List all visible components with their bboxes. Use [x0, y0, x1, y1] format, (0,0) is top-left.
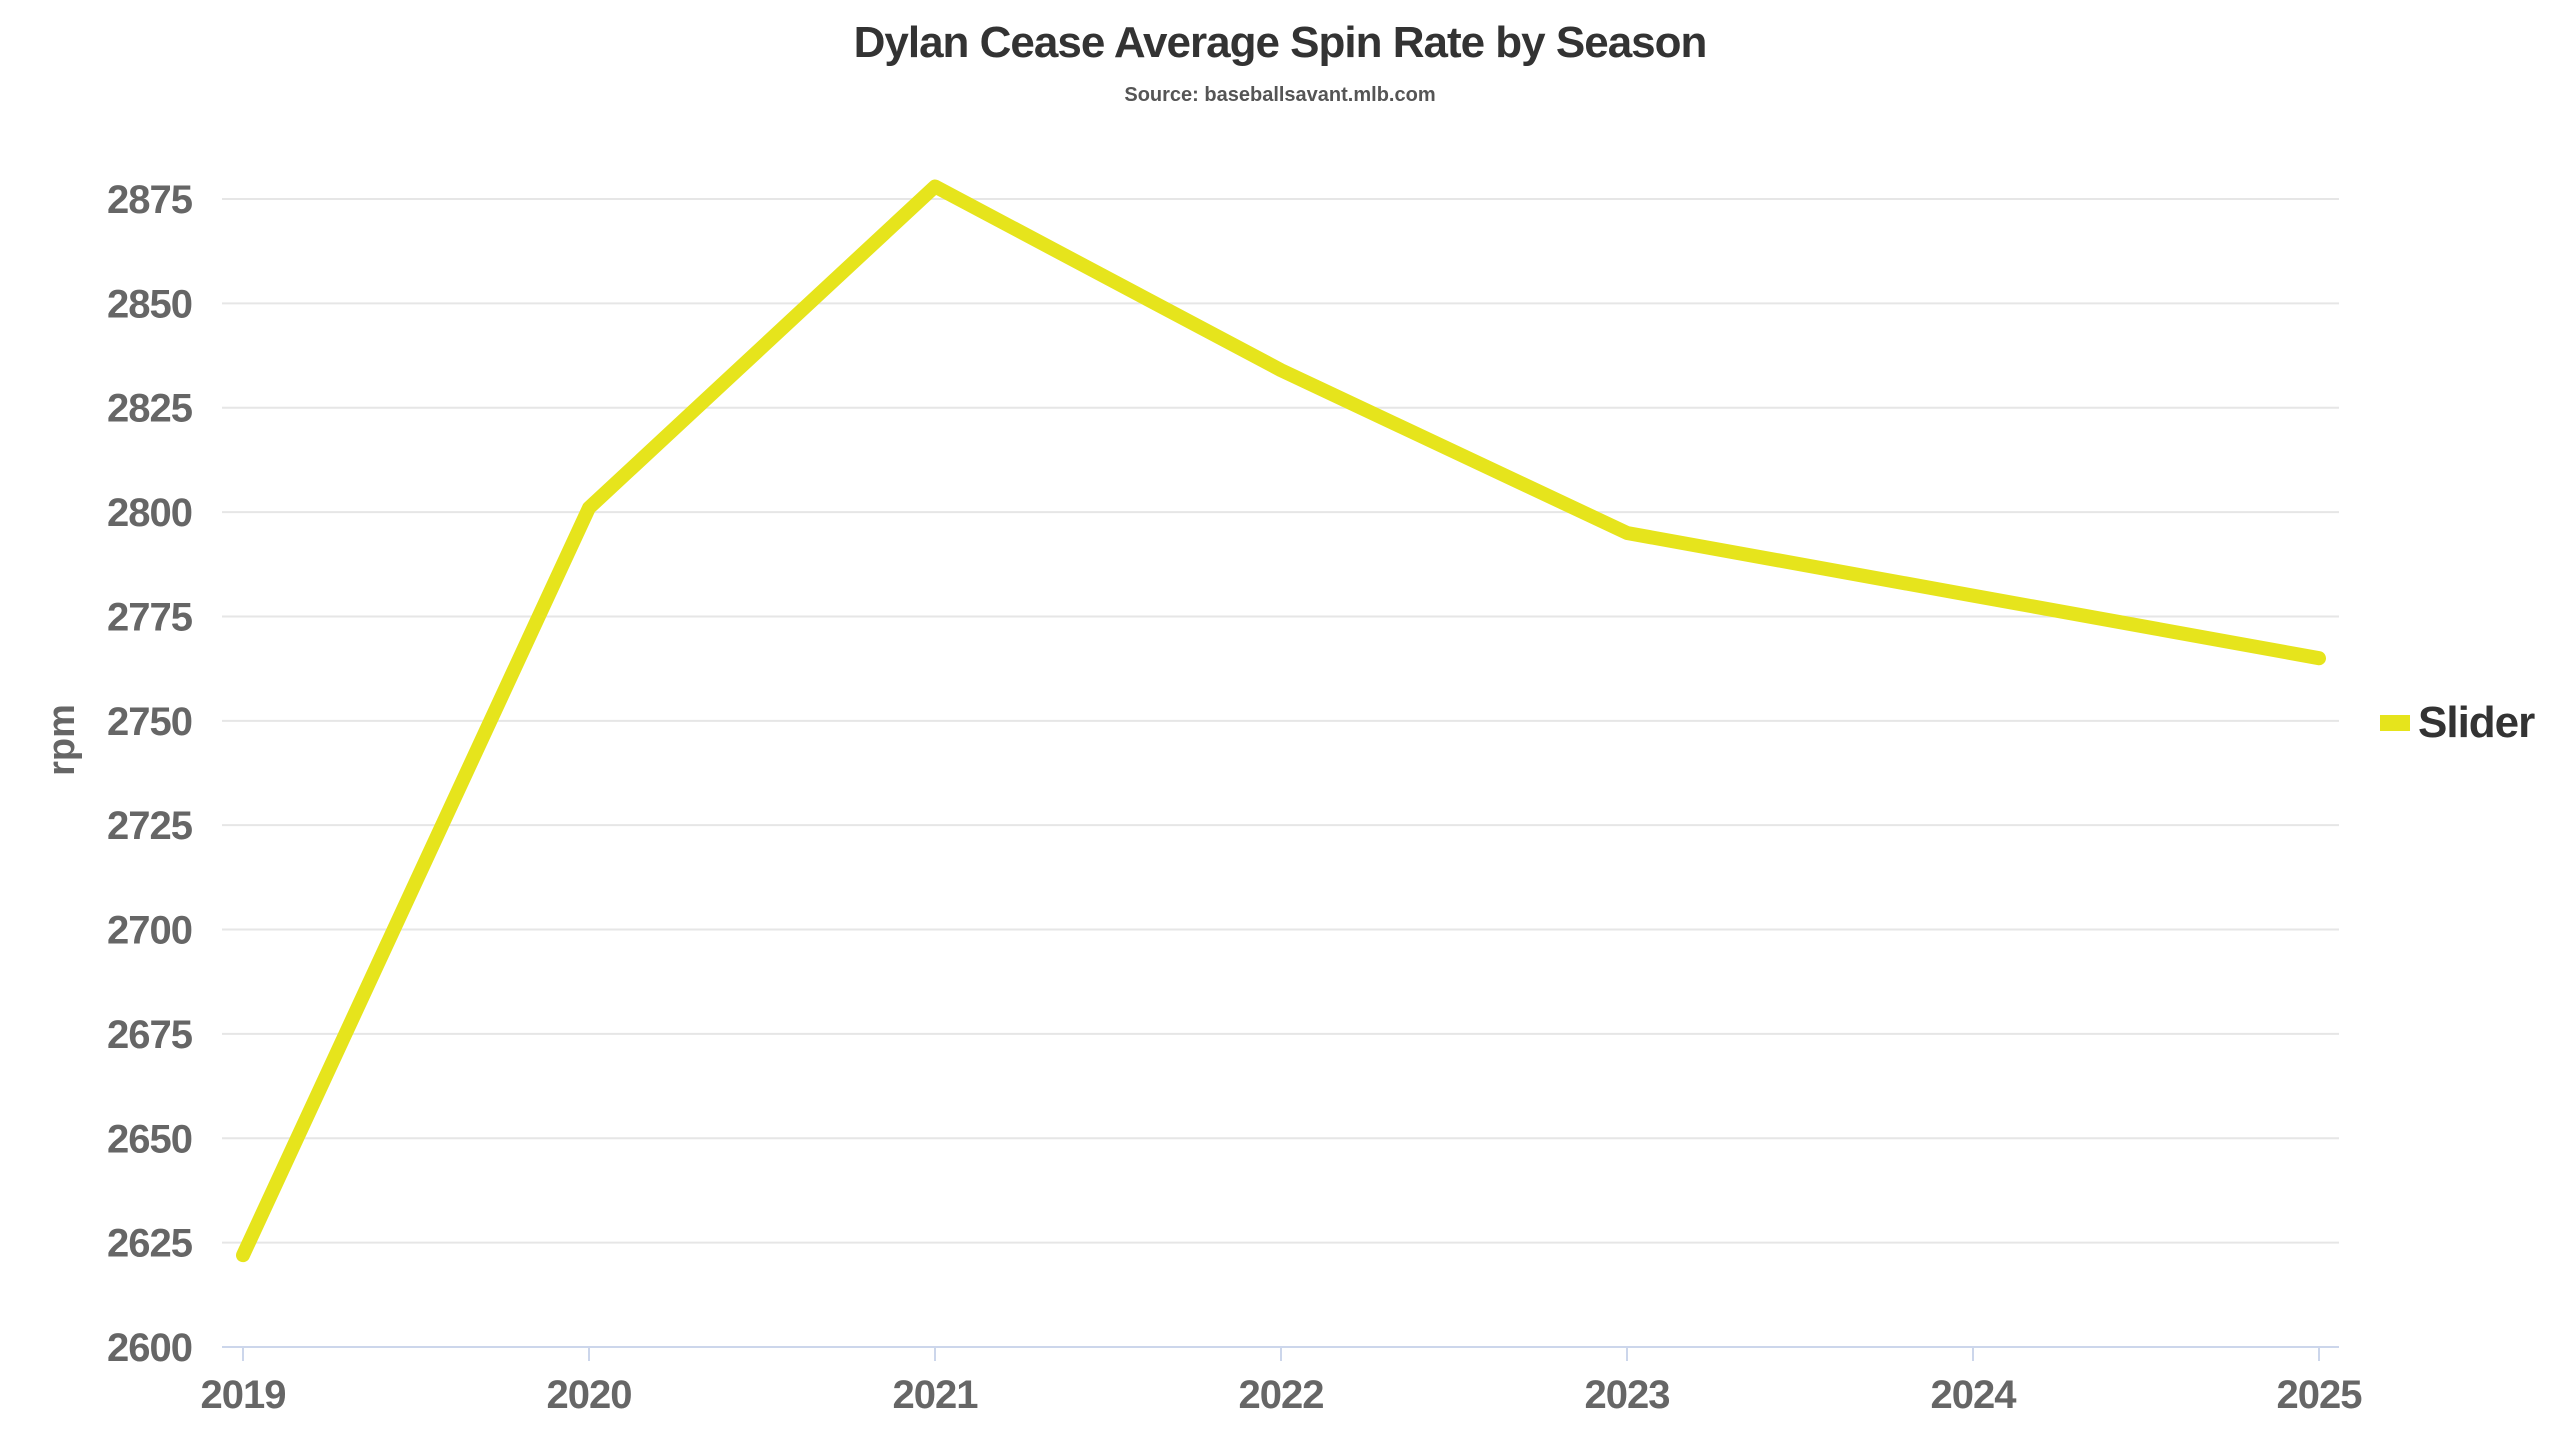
y-tick-label: 2800	[107, 491, 192, 535]
x-tick-label: 2023	[1585, 1373, 1670, 1417]
x-tick-label: 2022	[1239, 1373, 1324, 1417]
legend-label-slider: Slider	[2418, 698, 2535, 747]
legend: Slider	[2380, 698, 2535, 748]
y-tick-label: 2875	[107, 178, 193, 222]
series-line-slider	[236, 179, 2326, 1263]
y-tick-label: 2725	[107, 804, 193, 848]
x-axis-ticks: 2019 2020 2021 2022 2023 2024 2025	[201, 1347, 2363, 1417]
y-tick-label: 2600	[107, 1326, 192, 1370]
y-tick-label: 2850	[107, 282, 192, 326]
x-tick-label: 2019	[201, 1373, 286, 1417]
chart-title: Dylan Cease Average Spin Rate by Season	[853, 18, 1708, 67]
y-tick-label: 2700	[107, 909, 192, 953]
series-lines	[236, 179, 2326, 1263]
legend-swatch-slider	[2380, 715, 2410, 731]
y-tick-label: 2775	[107, 595, 193, 639]
y-axis-ticks: 2600 2625 2650 2675 2700 2725 2750 2775 2800 2825…	[107, 178, 194, 1370]
y-tick-label: 2750	[107, 700, 192, 744]
x-tick-label: 2025	[2277, 1373, 2363, 1417]
x-tick-label: 2024	[1931, 1373, 2018, 1417]
y-axis-label: rpm	[41, 704, 83, 776]
x-tick-label: 2021	[893, 1373, 979, 1417]
y-tick-label: 2625	[107, 1222, 193, 1266]
chart-subtitle: Source: baseballsavant.mlb.com	[1124, 84, 1436, 106]
x-tick-label: 2020	[547, 1373, 632, 1417]
y-tick-label: 2650	[107, 1117, 192, 1161]
y-tick-label: 2825	[107, 387, 193, 431]
y-tick-label: 2675	[107, 1013, 193, 1057]
